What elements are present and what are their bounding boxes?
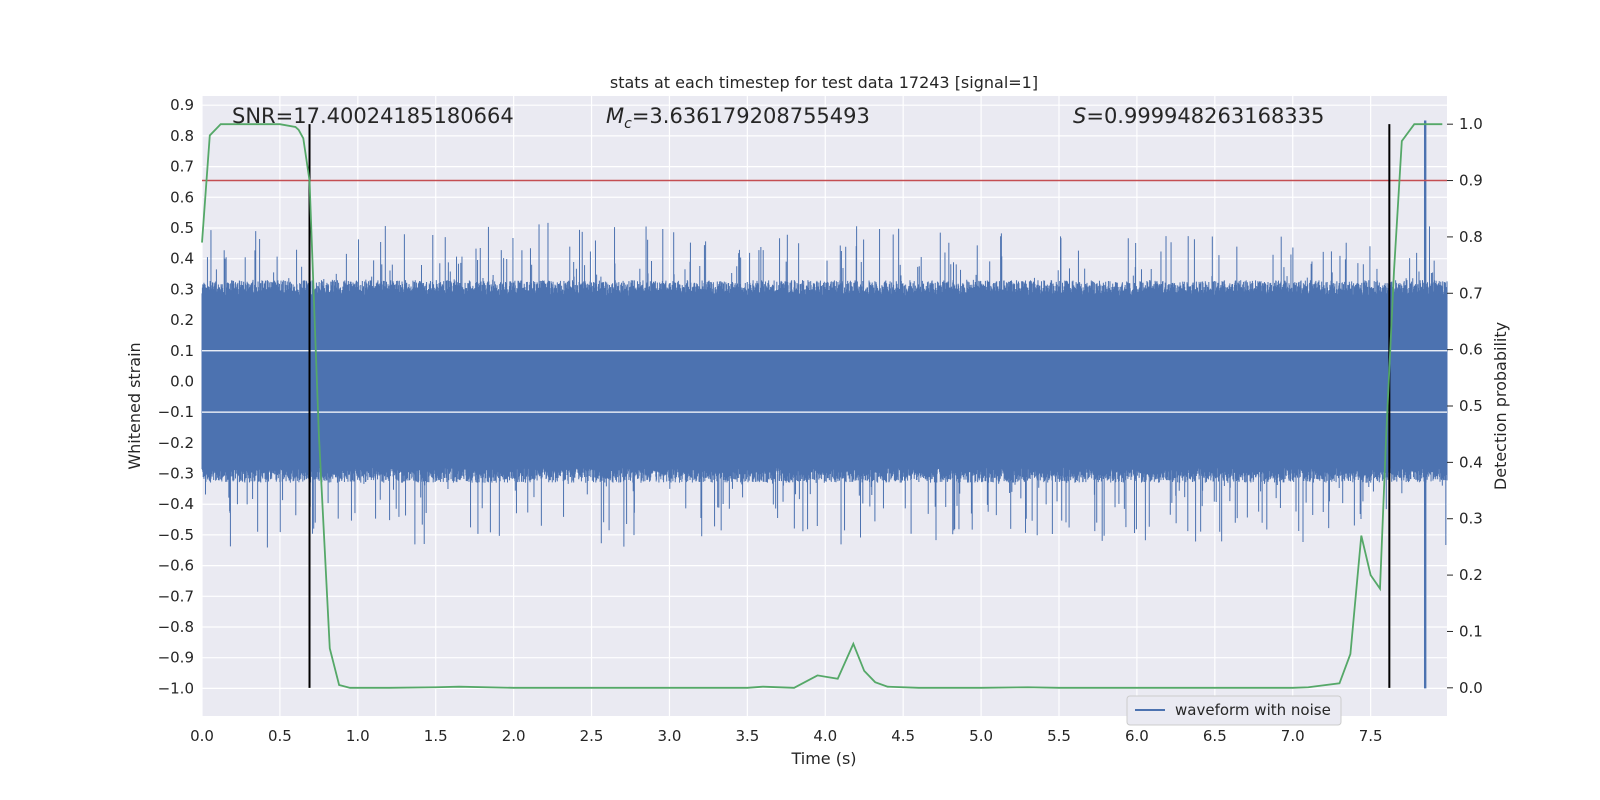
y-tick-label: −1.0	[158, 679, 194, 697]
x-tick-label: 2.0	[502, 727, 526, 745]
chart-title: stats at each timestep for test data 172…	[610, 73, 1038, 92]
y-tick-label: 0.6	[170, 188, 194, 206]
y2-tick-label: 0.4	[1459, 453, 1483, 471]
x-tick-label: 5.5	[1047, 727, 1071, 745]
x-tick-label: 1.5	[424, 727, 448, 745]
y-tick-label: −0.9	[158, 649, 194, 667]
y-tick-label: 0.7	[170, 158, 194, 176]
snr-annotation: SNR=17.40024185180664	[232, 104, 514, 128]
grid-overlay	[202, 350, 1447, 413]
y2-tick-label: 0.8	[1459, 228, 1483, 246]
y-ticks: 0.9 0.8 0.7 0.6 0.5 0.4 0.3 0.2 0.1 0.0 −0.1 −0.2 −0…	[158, 96, 194, 697]
legend-box	[1126, 695, 1342, 726]
x-tick-label: 7.0	[1281, 727, 1305, 745]
y-axis-label: Whitened strain	[125, 342, 144, 469]
y2-ticks: 1.0 0.9 0.8 0.7 0.6 0.5 0.4 0.3 0.2 0.1 0.0	[1447, 115, 1483, 697]
significance-symbol: S	[1073, 104, 1086, 128]
y2-tick-label: 0.2	[1459, 566, 1483, 584]
chirp-mass-value: =3.636179208755493	[632, 104, 870, 128]
y-tick-label: 0.8	[170, 127, 194, 145]
waveform-band	[202, 295, 1447, 468]
x-tick-label: 7.5	[1359, 727, 1383, 745]
y-tick-label: −0.1	[158, 403, 194, 421]
y-tick-label: 0.2	[170, 311, 194, 329]
y-tick-label: −0.5	[158, 526, 194, 544]
y2-tick-label: 0.7	[1459, 284, 1483, 302]
x-tick-label: 0.5	[268, 727, 292, 745]
x-tick-label: 3.0	[658, 727, 682, 745]
y-tick-label: 0.1	[170, 342, 194, 360]
chirp-mass-annotation: Mc=3.636179208755493	[606, 104, 870, 132]
x-ticks: 0.0 0.5 1.0 1.5 2.0 2.5 3.0 3.5 4.0 4.5 5.0 5.5 6.0 6…	[190, 727, 1383, 745]
y2-tick-label: 1.0	[1459, 115, 1483, 133]
vertical-markers	[308, 124, 1391, 688]
y-tick-label: −0.2	[158, 434, 194, 452]
chirp-mass-symbol: M	[606, 104, 624, 128]
x-tick-label: 3.5	[735, 727, 759, 745]
y2-tick-label: 0.0	[1459, 679, 1483, 697]
legend-label: waveform with noise	[1175, 701, 1331, 719]
y-tick-label: −0.3	[158, 465, 194, 483]
x-tick-label: 6.0	[1125, 727, 1149, 745]
y-tick-label: −0.4	[158, 495, 194, 513]
y2-tick-label: 0.3	[1459, 510, 1483, 528]
y-tick-label: 0.0	[170, 372, 194, 390]
y2-tick-label: 0.1	[1459, 622, 1483, 640]
probability-series	[201, 123, 1443, 689]
x-tick-label: 2.5	[580, 727, 604, 745]
x-axis-label: Time (s)	[790, 749, 856, 768]
y-tick-label: −0.8	[158, 618, 194, 636]
y2-tick-label: 0.5	[1459, 397, 1483, 415]
significance-annotation: S=0.999948263168335	[1073, 104, 1324, 128]
significance-value: =0.999948263168335	[1086, 104, 1324, 128]
y-tick-label: 0.3	[170, 280, 194, 298]
x-tick-label: 4.5	[891, 727, 915, 745]
y-tick-label: −0.7	[158, 587, 194, 605]
legend: waveform with noise	[1126, 695, 1342, 726]
y2-axis-label: Detection probability	[1491, 322, 1510, 490]
x-tick-label: 4.0	[813, 727, 837, 745]
y-tick-label: −0.6	[158, 557, 194, 575]
x-tick-label: 1.0	[346, 727, 370, 745]
x-tick-label: 5.0	[969, 727, 993, 745]
x-tick-label: 6.5	[1203, 727, 1227, 745]
y-tick-label: 0.4	[170, 250, 194, 268]
y2-tick-label: 0.6	[1459, 341, 1483, 359]
chirp-mass-subscript: c	[624, 116, 632, 132]
y-tick-label: 0.5	[170, 219, 194, 237]
y2-tick-label: 0.9	[1459, 172, 1483, 190]
x-tick-label: 0.0	[190, 727, 214, 745]
y-tick-label: 0.9	[170, 96, 194, 114]
waveform-series	[201, 120, 1448, 689]
